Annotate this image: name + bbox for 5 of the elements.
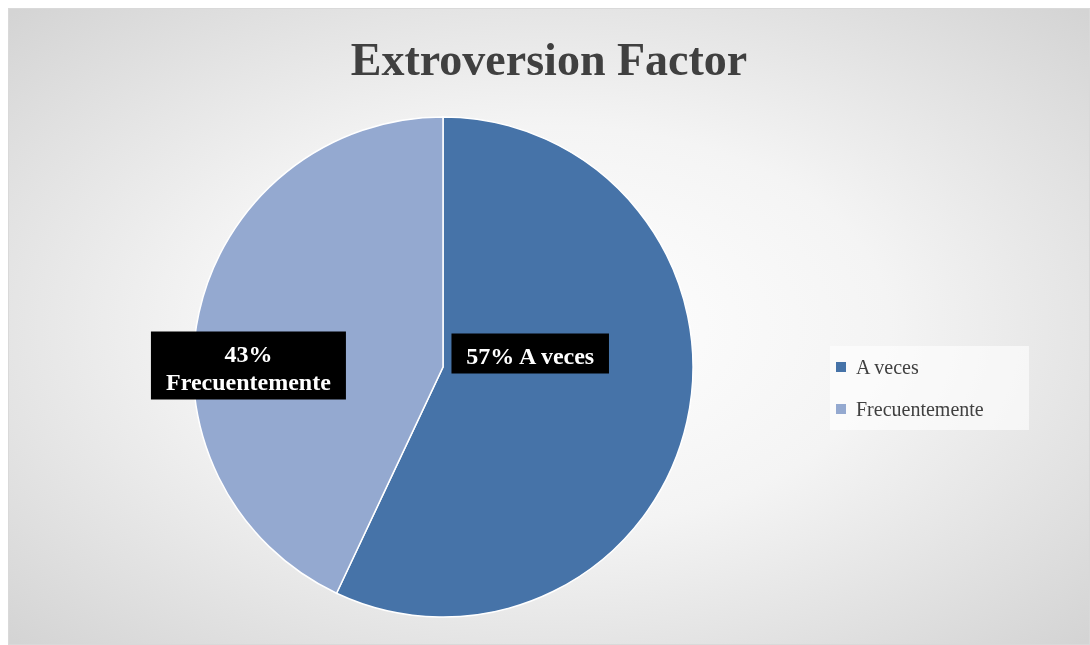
data-label: 57% A veces: [466, 342, 595, 369]
legend-label: Frecuentemente: [856, 398, 984, 420]
chart-title: Extroversion Factor: [350, 34, 748, 85]
slice-label: A veces: [856, 356, 919, 378]
data-label: 43% Frecuentemente: [166, 340, 332, 395]
